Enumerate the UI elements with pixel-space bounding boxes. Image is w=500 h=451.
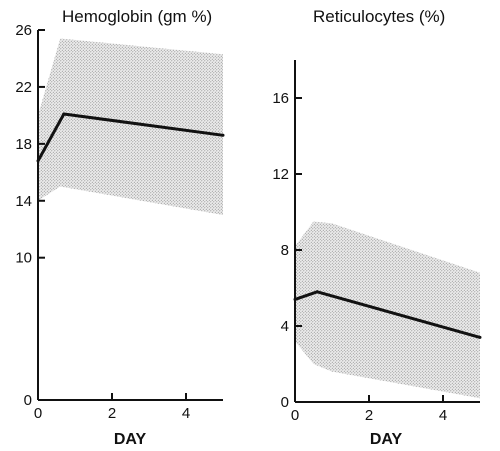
reticulocytes-x-tick-label: 2 [365,407,373,424]
hemoglobin-y-tick-label: 26 [15,22,32,39]
reticulocytes-y-tick-label: 16 [272,90,289,107]
reticulocytes-x-tick-label: 4 [439,407,447,424]
reticulocytes-data-point [478,335,482,339]
hemoglobin-range-band [38,38,223,216]
reticulocytes-data-point [315,290,319,294]
hemoglobin-data-point [62,112,66,116]
reticulocytes-y-tick-label: 4 [281,318,289,335]
hemoglobin-panel: 0 10 14 18 22 26 0 2 4 Hemoglobin (gm %) DAY [15,7,225,448]
reticulocytes-y-tick-label: 12 [272,166,289,183]
reticulocytes-panel: 0 4 8 12 16 0 2 4 Reticulocytes (%) DAY [272,7,482,448]
hemoglobin-y-tick-label: 10 [15,250,32,267]
hemoglobin-x-tick-label: 0 [34,405,42,422]
reticulocytes-x-axis-label: DAY [370,431,403,448]
hemoglobin-x-tick-label: 2 [108,405,116,422]
reticulocytes-y-tick-label: 0 [281,394,289,411]
reticulocytes-y-tick-label: 8 [281,242,289,259]
hemoglobin-y-tick-label: 18 [15,136,32,153]
hemoglobin-y-tick-label: 0 [24,392,32,409]
hemoglobin-x-tick-label: 4 [182,405,190,422]
hemoglobin-y-tick-label: 22 [15,79,32,96]
reticulocytes-panel-title: Reticulocytes (%) [313,7,445,26]
hemoglobin-panel-title: Hemoglobin (gm %) [62,7,212,26]
hemoglobin-x-axis-label: DAY [114,431,147,448]
reticulocytes-x-tick-label: 0 [291,407,299,424]
hemoglobin-y-tick-label: 14 [15,193,32,210]
reticulocytes-range-band [295,221,480,399]
hemoglobin-data-point [221,133,225,137]
